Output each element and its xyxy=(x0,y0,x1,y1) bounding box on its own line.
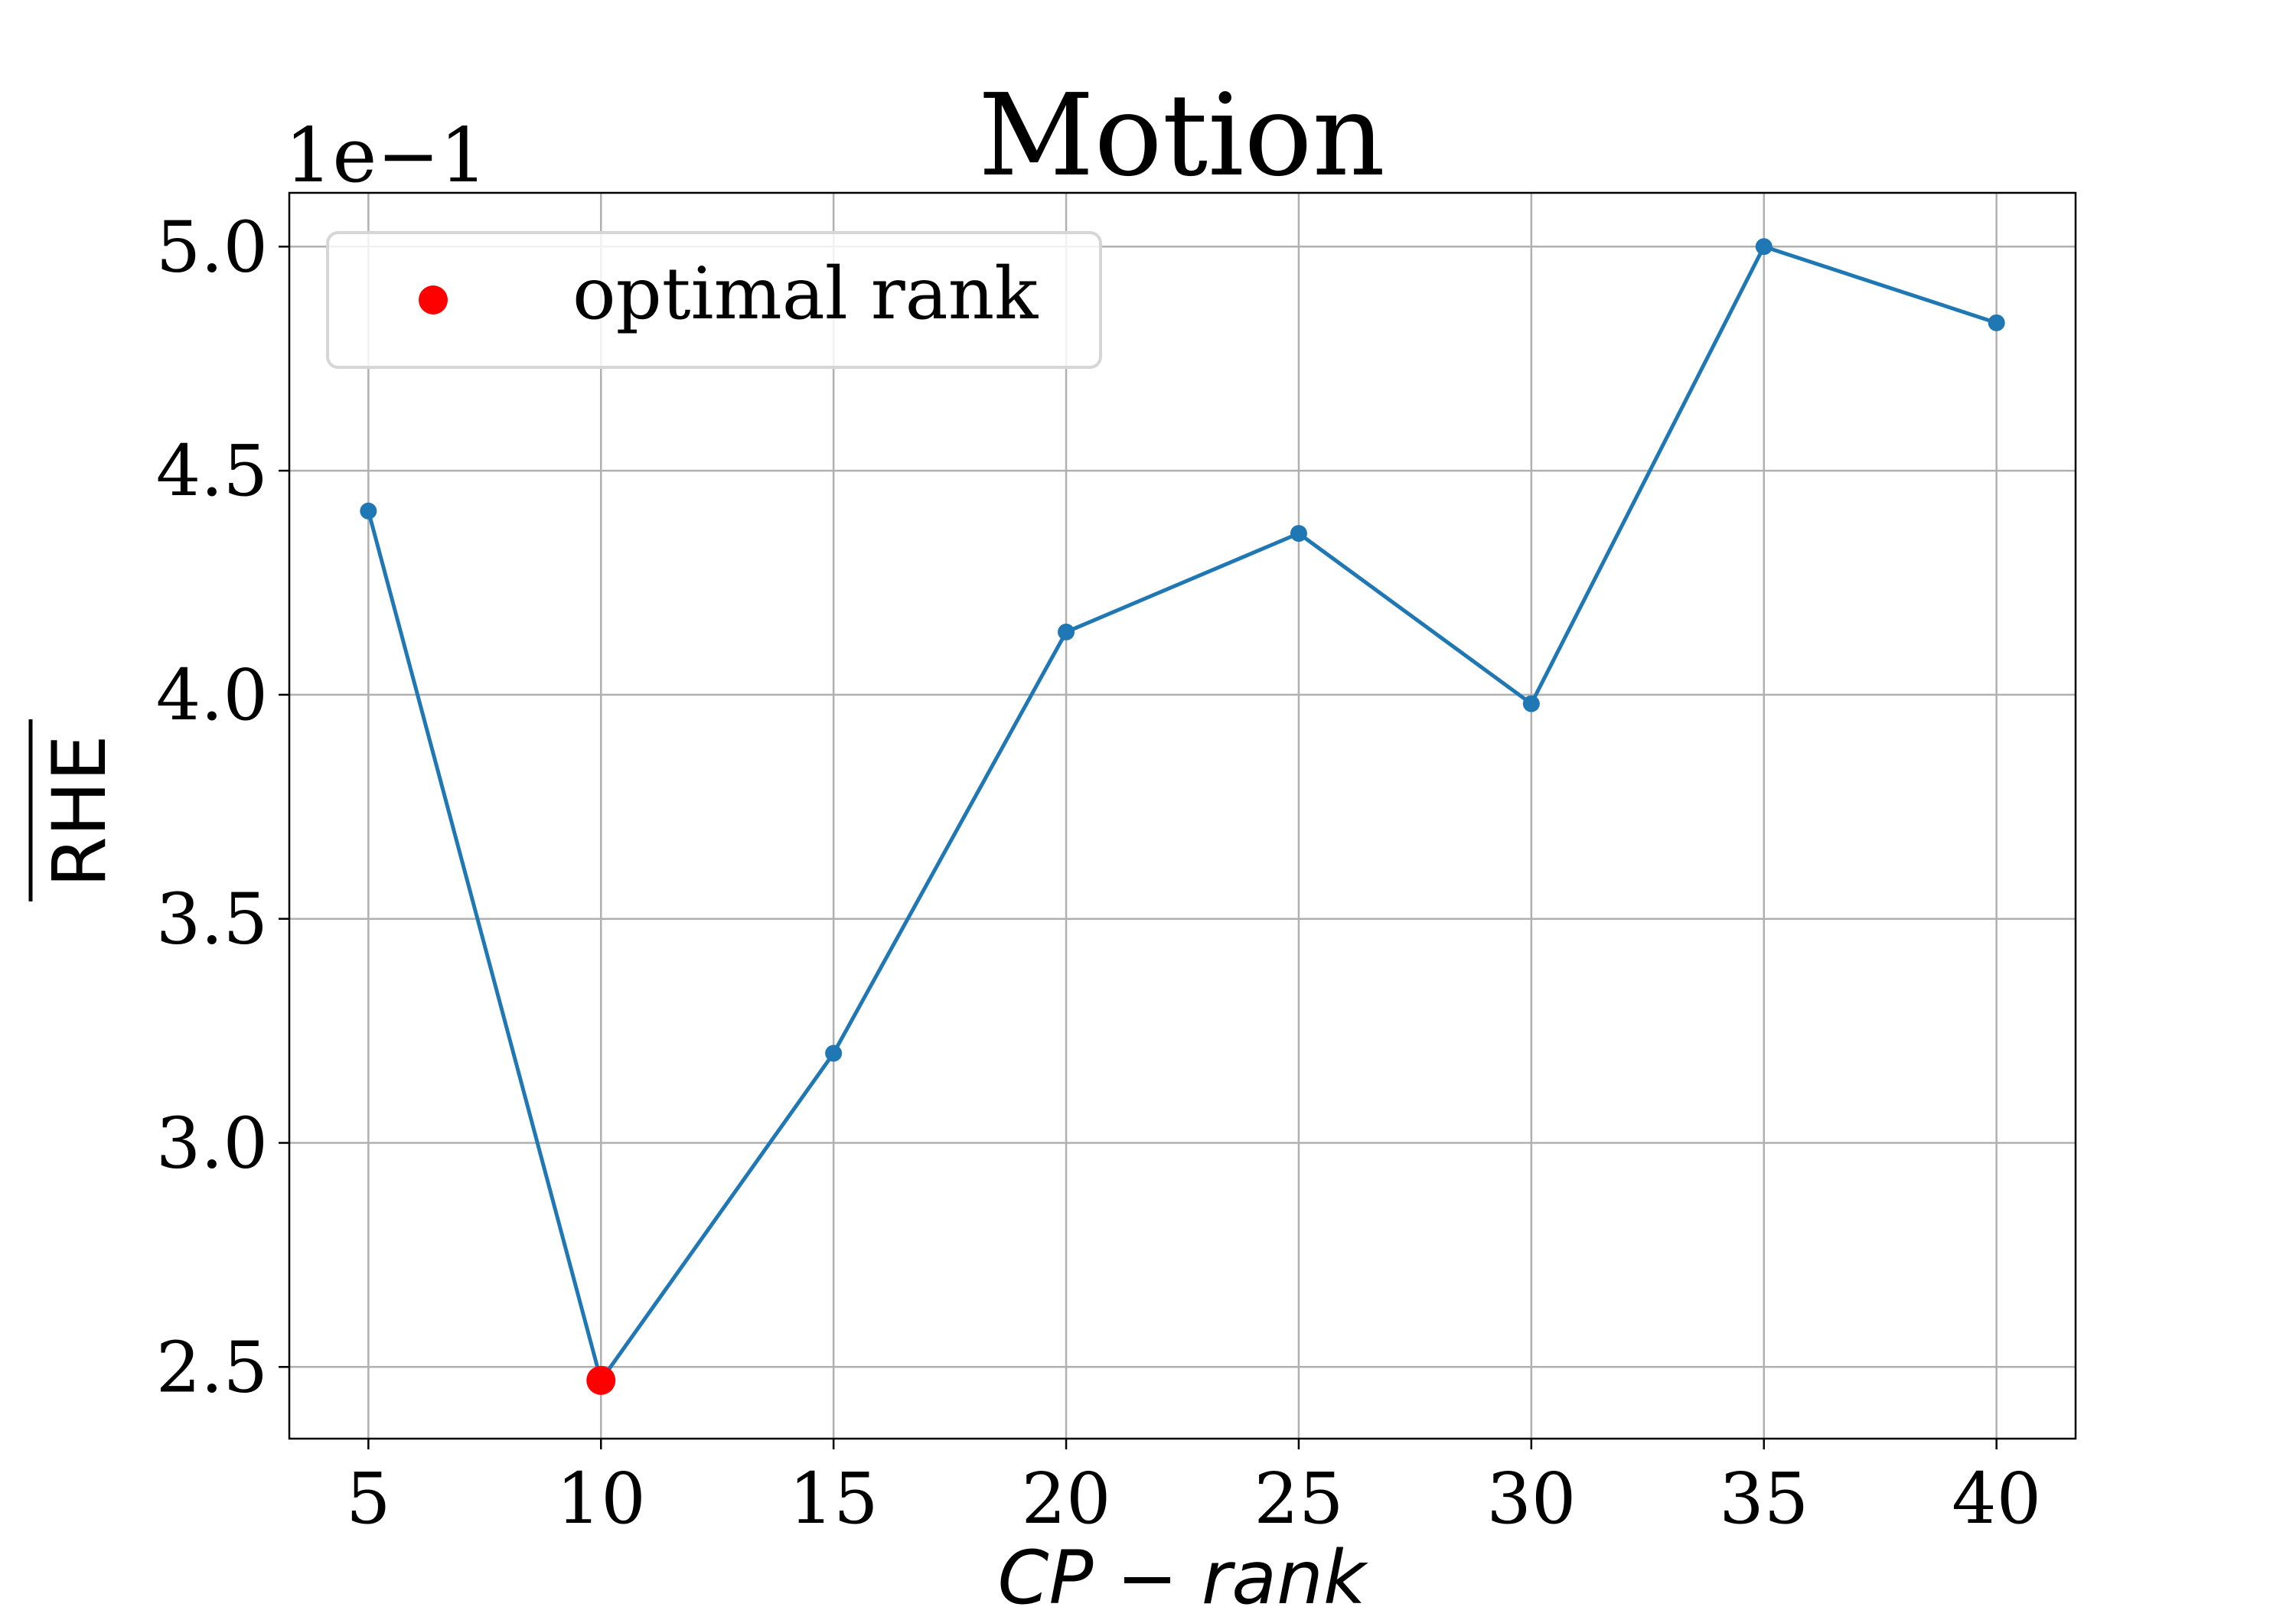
x-tick-label-5: 5 xyxy=(346,1458,391,1540)
series-point-35 xyxy=(1755,238,1773,256)
x-tick-label-25: 25 xyxy=(1254,1458,1343,1540)
y-tick-label-4.5: 4.5 xyxy=(156,430,268,512)
legend-label-optimal-rank: optimal rank xyxy=(572,253,1039,336)
chart-title: Motion xyxy=(978,70,1385,201)
legend: optimal rank xyxy=(326,231,1102,369)
y-axis-offset-label: 1e−1 xyxy=(285,112,488,200)
x-tick-label-30: 30 xyxy=(1486,1458,1576,1540)
series-point-15 xyxy=(825,1045,843,1062)
x-tick-label-40: 40 xyxy=(1952,1458,2041,1540)
x-axis-label: CP − rank xyxy=(997,1535,1368,1607)
legend-marker-optimal-rank xyxy=(419,285,448,315)
y-axis-label: RHE xyxy=(37,735,122,888)
x-tick-label-20: 20 xyxy=(1022,1458,1111,1540)
series-point-25 xyxy=(1290,525,1307,543)
y-axis-ticks: 2.5 3.0 3.5 4.0 4.5 5.0 xyxy=(156,206,289,1408)
y-axis-label-group: RHE xyxy=(28,719,122,901)
x-axis-ticks: 5 10 15 20 25 30 35 40 xyxy=(346,1439,2041,1540)
highlight-layer xyxy=(586,1365,616,1395)
y-tick-label-5: 5.0 xyxy=(156,206,268,288)
y-tick-label-3.5: 3.5 xyxy=(156,878,268,960)
y-tick-label-4: 4.0 xyxy=(156,654,268,736)
series-line-0 xyxy=(366,244,1999,1383)
y-tick-label-3: 3.0 xyxy=(156,1102,268,1184)
x-tick-label-15: 15 xyxy=(789,1458,879,1540)
series-point-20 xyxy=(1058,623,1075,641)
series-layer xyxy=(360,238,2005,1389)
series-point-5 xyxy=(360,502,377,520)
optimal-rank-point xyxy=(586,1365,616,1395)
legend-box xyxy=(326,231,1102,369)
grid-layer xyxy=(289,193,2076,1439)
plot-frame xyxy=(288,191,2077,1440)
series-point-40 xyxy=(1988,314,2005,331)
x-tick-label-10: 10 xyxy=(556,1458,646,1540)
series-point-30 xyxy=(1522,695,1540,712)
y-tick-label-2.5: 2.5 xyxy=(156,1326,268,1408)
x-tick-label-35: 35 xyxy=(1719,1458,1808,1540)
